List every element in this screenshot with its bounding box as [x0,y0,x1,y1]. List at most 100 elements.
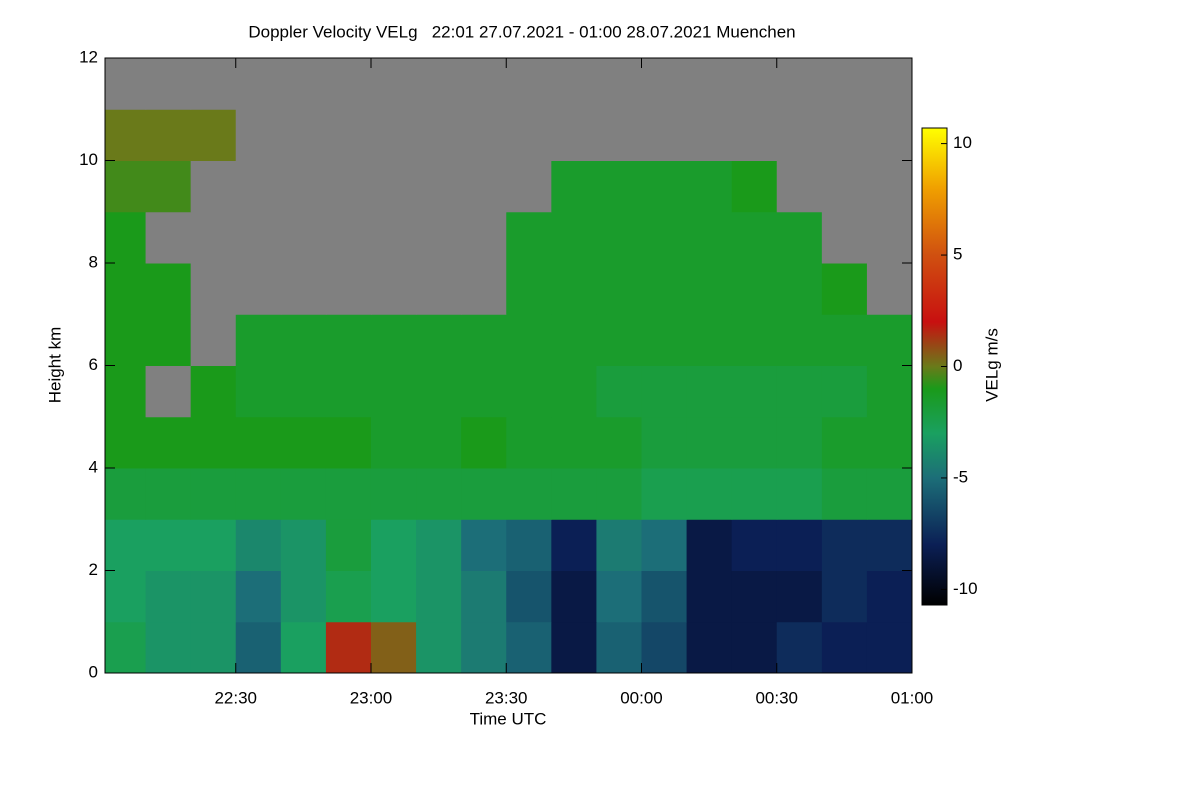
heat-cell [145,58,192,110]
heat-cell [866,109,913,161]
heat-cell [866,263,913,315]
heat-cell [866,365,913,418]
heat-cell [235,621,282,674]
x-tick-label: 00:30 [755,688,798,707]
heat-cell [596,109,642,161]
heat-cell [461,109,507,161]
heat-cell [641,416,688,469]
heat-cell [325,365,372,418]
heat-cell [776,621,823,674]
heat-cell [190,570,237,623]
heat-cell [370,211,417,264]
heat-cell [641,314,688,366]
heat-cell [731,160,778,213]
heat-cell [686,365,733,418]
colorbar-tick-label: -5 [953,467,968,486]
heat-cell [145,570,192,623]
heat-cell [325,468,372,520]
heat-cell [506,621,552,674]
heat-cell [641,570,688,623]
heat-cell [370,365,417,418]
heat-cell [686,211,733,264]
heat-cell [596,160,642,213]
heat-cell [776,365,823,418]
heat-cell [235,109,282,161]
heat-cell [461,570,507,623]
heat-cell [821,519,868,571]
heat-cell [416,365,462,418]
heat-cell [686,109,733,161]
heat-cell [776,109,823,161]
heat-cell [596,570,642,623]
heat-cell [105,58,147,110]
heat-cell [506,109,552,161]
y-axis-label: Height km [45,327,64,404]
heat-cell [325,58,372,110]
heat-cell [866,621,913,674]
heat-cell [190,519,237,571]
heat-cell [370,314,417,366]
heat-cell [461,519,507,571]
heat-cell [416,570,462,623]
heat-cell [866,314,913,366]
heat-cell [506,570,552,623]
heat-cell [190,365,237,418]
heat-cell [370,109,417,161]
heat-cell [416,263,462,315]
heat-cell [776,314,823,366]
heat-cell [416,160,462,213]
heat-cell [416,314,462,366]
heat-cell [280,621,327,674]
heat-cell [190,468,237,520]
heat-cell [370,570,417,623]
heat-cell [235,211,282,264]
y-tick-label: 0 [89,662,98,681]
heat-cell [731,468,778,520]
x-tick-label: 23:30 [485,688,528,707]
heat-cell [506,365,552,418]
heat-cell [641,468,688,520]
heat-cell [551,468,597,520]
colorbar-label: VELg m/s [982,328,1001,402]
heat-cell [596,365,642,418]
colorbar-tick-label: 0 [953,356,962,375]
heat-cell [325,109,372,161]
heat-cell [551,416,597,469]
heat-cell [731,365,778,418]
heat-cell [596,211,642,264]
heat-cell [551,263,597,315]
heat-cell [190,109,237,161]
heat-cell [416,621,462,674]
chart-title: Doppler Velocity VELg 22:01 27.07.2021 -… [248,22,795,41]
y-tick-label: 10 [79,150,98,169]
heat-cell [461,58,507,110]
heat-cell [235,58,282,110]
heat-cell [190,416,237,469]
heat-cell [551,58,597,110]
heat-cell [641,519,688,571]
heat-cell [461,211,507,264]
heat-cell [641,160,688,213]
heat-cell [325,263,372,315]
heat-cell [190,621,237,674]
heat-cell [416,109,462,161]
heat-cell [821,263,868,315]
heat-cell [731,211,778,264]
heat-cell [416,468,462,520]
y-tick-label: 2 [89,560,98,579]
heat-cell [506,314,552,366]
heat-cell [370,519,417,571]
heat-cell [821,58,868,110]
heat-cell [731,314,778,366]
heat-cell [190,211,237,264]
heat-cell [190,263,237,315]
heat-cell [731,570,778,623]
heat-cell [821,314,868,366]
heat-cell [416,519,462,571]
heat-cell [190,160,237,213]
x-tick-label: 01:00 [891,688,934,707]
heat-cell [551,314,597,366]
heat-cell [325,160,372,213]
heat-cell [325,416,372,469]
